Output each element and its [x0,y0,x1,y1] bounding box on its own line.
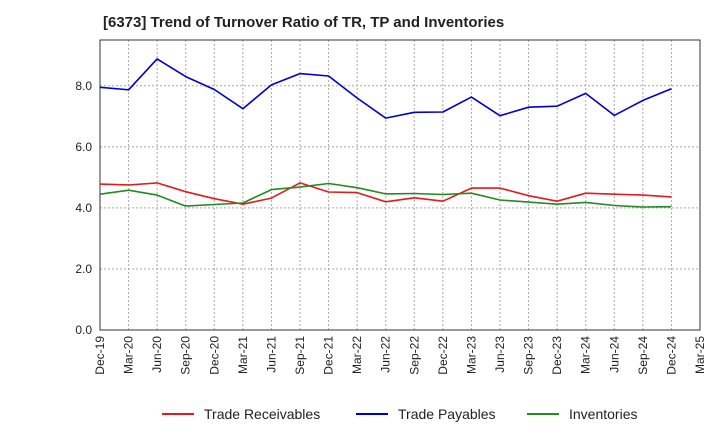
legend-label: Trade Payables [398,406,496,422]
x-tick-label: Sep-23 [522,336,536,375]
plot-frame [99,39,701,331]
x-tick-label: Dec-23 [550,336,564,375]
x-tick-label: Sep-24 [636,336,650,375]
series-layer [99,58,672,208]
x-axis-ticks: Dec-19 Mar-20 Jun-20 Sep-20 Dec-20 Mar-21 Jun-… [93,336,707,375]
series-line-0 [99,182,672,205]
x-tick-label: Jun-24 [607,336,621,373]
x-tick-label: Mar-24 [579,336,593,374]
x-tick-label: Dec-19 [93,336,107,375]
x-tick-label: Dec-21 [322,336,336,375]
x-tick-label: Mar-23 [464,336,478,374]
x-tick-label: Dec-20 [207,336,221,375]
y-tick-label: 6.0 [75,140,92,154]
legend-label: Inventories [569,406,637,422]
y-tick-label: 0.0 [75,323,92,337]
grid-layer [100,40,700,331]
x-tick-label: Mar-25 [693,336,707,374]
x-tick-label: Sep-22 [407,336,421,375]
y-axis-ticks: 0.0 2.0 4.0 6.0 8.0 [75,79,92,337]
x-tick-label: Sep-21 [293,336,307,375]
series-line-2 [99,182,672,208]
legend-label: Trade Receivables [204,406,320,422]
x-tick-label: Jun-22 [379,336,393,373]
x-tick-label: Dec-22 [436,336,450,375]
x-tick-label: Dec-24 [664,336,678,375]
x-tick-label: Jun-20 [150,336,164,373]
x-tick-label: Mar-20 [122,336,136,374]
x-tick-label: Sep-20 [179,336,193,375]
y-tick-label: 4.0 [75,201,92,215]
legend: Trade Receivables Trade Payables Inventori… [162,406,637,422]
series-line-1 [99,58,672,119]
x-tick-label: Mar-21 [236,336,250,374]
y-tick-label: 2.0 [75,262,92,276]
x-tick-label: Jun-21 [264,336,278,373]
x-tick-label: Jun-23 [493,336,507,373]
chart-title: [6373] Trend of Turnover Ratio of TR, TP… [103,14,505,31]
x-tick-label: Mar-22 [350,336,364,374]
y-tick-label: 8.0 [75,79,92,93]
